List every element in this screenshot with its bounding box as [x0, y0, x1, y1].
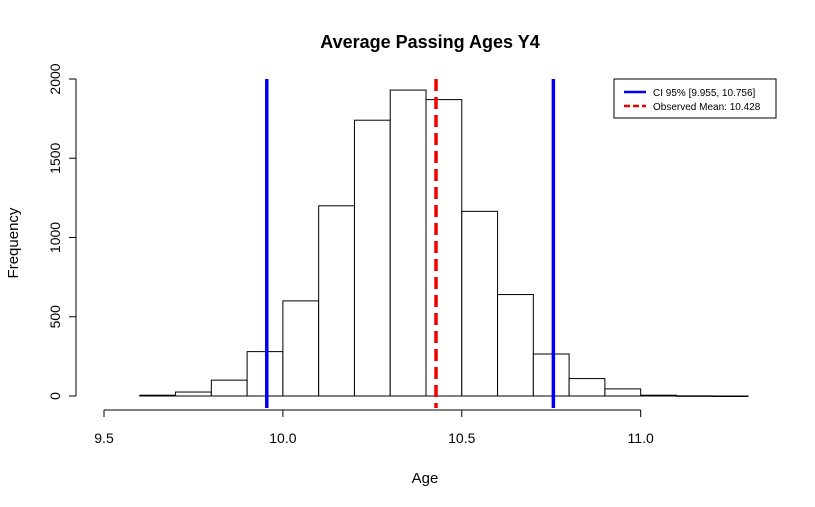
x-tick-label: 11.0: [628, 430, 654, 446]
histogram-bar: [497, 294, 534, 397]
histogram-bar: [318, 205, 355, 397]
histogram-bar: [711, 395, 749, 397]
histogram-bar: [532, 353, 570, 397]
x-axis: 9.5 10.0 10.5 11.0: [94, 409, 654, 446]
x-axis-label: Age: [412, 470, 439, 487]
histogram-bar: [353, 119, 391, 397]
legend: CI 95% [9.955, 10.756] Observed Mean: 10…: [613, 78, 777, 119]
chart-title: Average Passing Ages Y4: [320, 32, 539, 52]
histogram-bar: [282, 300, 320, 397]
histogram-bar: [210, 379, 248, 397]
histogram-bar: [675, 395, 713, 397]
x-tick-label: 10.0: [269, 430, 296, 446]
x-tick-label: 9.5: [94, 430, 114, 446]
histogram-bar: [604, 388, 642, 397]
bars-layer: [139, 89, 749, 397]
y-tick-label: 2000: [47, 63, 63, 94]
histogram-bar: [425, 99, 463, 397]
legend-label-ci: CI 95% [9.955, 10.756]: [653, 88, 756, 99]
y-tick-label: 0: [47, 392, 63, 400]
histogram-bar: [640, 394, 677, 397]
histogram-bar: [175, 391, 212, 397]
y-axis: 0 500 1000 1500 2000: [47, 63, 77, 400]
histogram-bar: [139, 394, 177, 397]
y-tick-label: 1500: [47, 142, 63, 173]
histogram-bar: [461, 210, 499, 397]
y-tick-label: 500: [47, 305, 63, 329]
x-tick-label: 10.5: [448, 430, 475, 446]
y-axis-label: Frequency: [5, 207, 22, 278]
histogram-bar: [568, 378, 606, 397]
histogram-bar: [389, 89, 427, 397]
legend-box: [613, 78, 777, 119]
reference-lines: [265, 79, 556, 408]
y-tick-label: 1000: [47, 222, 63, 253]
legend-label-mean: Observed Mean: 10.428: [653, 102, 761, 113]
histogram-bar: [246, 351, 284, 397]
